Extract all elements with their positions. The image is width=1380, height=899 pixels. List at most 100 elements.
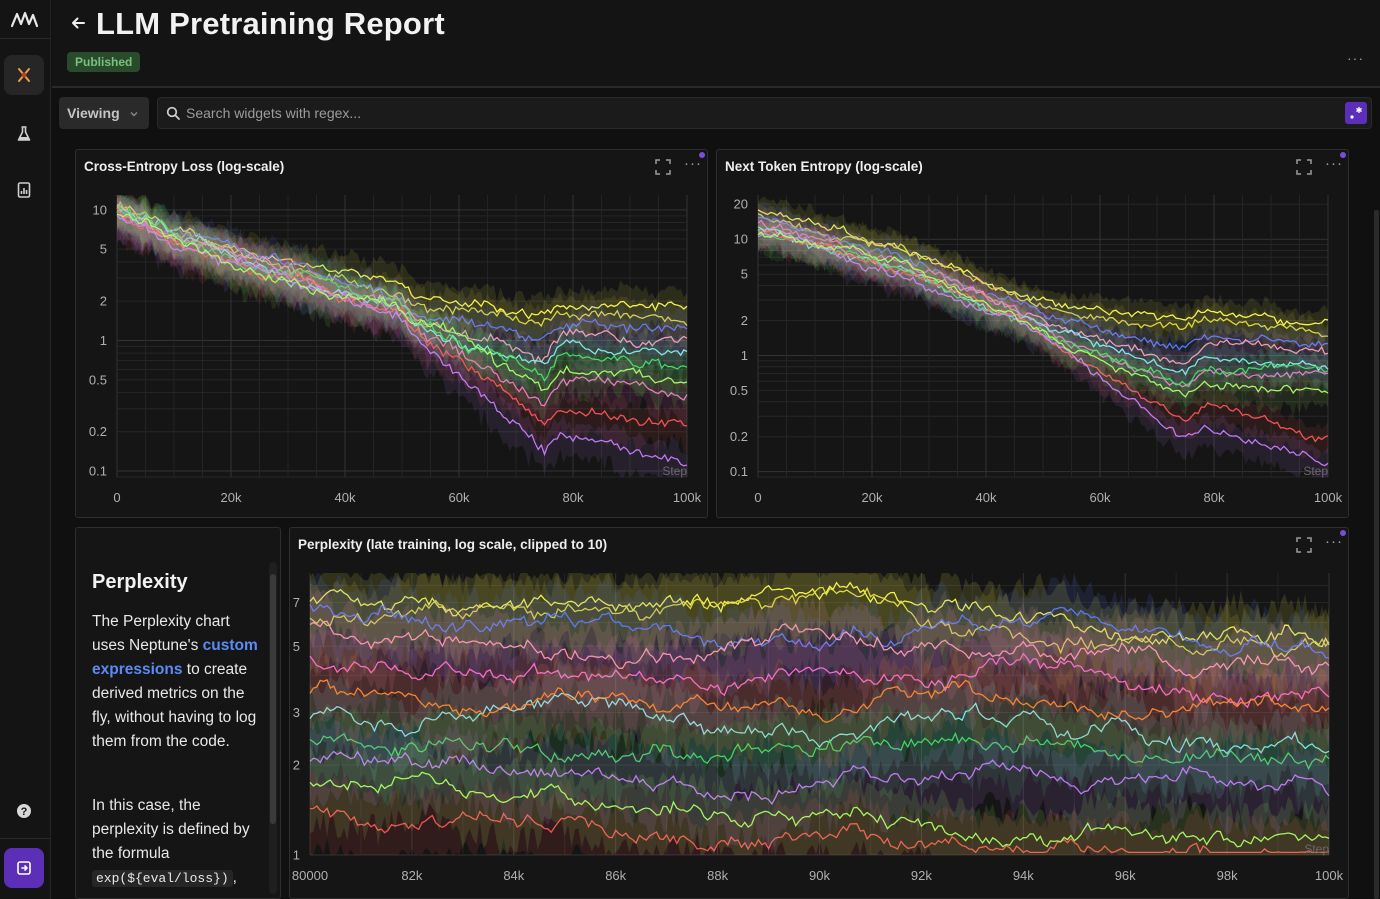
series-band-run-3	[758, 201, 1328, 371]
text-widget-heading: Perplexity	[92, 571, 188, 593]
series-band-run-2	[117, 195, 687, 353]
y-tick-label: 1	[293, 848, 300, 863]
mode-select-label: Viewing	[67, 105, 120, 121]
entropy-chart[interactable]: 20 10 5 2 1 0.5 0.2 0.1 0 20k 40k 60k 80k 100k Step	[717, 150, 1350, 519]
x-tick-label: 80k	[563, 490, 584, 505]
series-line-run-4	[309, 620, 1330, 679]
series-band-run-11	[310, 644, 1329, 770]
x-tick-label: 100k	[1314, 490, 1343, 505]
x-tick-label: 88k	[707, 868, 728, 883]
x-tick-label: 20k	[221, 490, 242, 505]
series-line-run-7	[116, 204, 688, 382]
flask-icon[interactable]	[4, 114, 44, 154]
perplexity-chart[interactable]: 7 5 3 2 1 80000 82k 84k 86k 88k 90k 92k 94k 96k 98k 100…	[290, 528, 1350, 899]
status-badge: Published	[67, 52, 141, 72]
y-tick-label: 0.1	[89, 464, 107, 479]
widget-title: Perplexity (late training, log scale, cl…	[298, 537, 608, 552]
paragraph-text: to create derived metrics on the fly, wi…	[92, 661, 257, 750]
series-line-run-9	[309, 750, 1330, 806]
report-header: LLM Pretraining Report Published ···	[52, 0, 1380, 88]
y-tick-label: 2	[293, 758, 300, 773]
chart-grid	[309, 573, 1330, 856]
loss-chart[interactable]: 10 5 2 1 0.5 0.2 0.1 0 20k 40k 60k 80k 100k Step	[76, 150, 709, 519]
y-tick-label: 20	[734, 197, 748, 212]
series-line-run-1	[757, 209, 1329, 327]
series-band-run-9	[758, 216, 1328, 477]
search-icon	[166, 106, 181, 126]
widget-status-dot	[699, 152, 705, 158]
series-line-run-10	[309, 771, 1330, 848]
widget-search	[157, 97, 1372, 129]
y-tick-label: 10	[93, 202, 107, 217]
series-line-run-2	[757, 213, 1328, 338]
y-tick-label: 0.2	[730, 429, 748, 444]
y-tick-label: 5	[100, 242, 107, 257]
x-tick-label: 92k	[911, 868, 932, 883]
report-icon[interactable]	[4, 170, 44, 210]
header-more-button[interactable]: ···	[1347, 50, 1364, 66]
y-tick-label: 5	[293, 639, 300, 654]
chevron-down-icon	[129, 106, 139, 122]
custom-expressions-link[interactable]: custom expressions	[92, 637, 258, 678]
regex-toggle-icon[interactable]	[1345, 102, 1367, 124]
series-band-run-3	[117, 195, 687, 369]
y-tick-label: 7	[293, 595, 300, 610]
series-line-run-6	[757, 226, 1329, 376]
x-tick-label: 82k	[401, 868, 422, 883]
project-icon[interactable]	[4, 55, 44, 95]
widget-more-button[interactable]: ···	[684, 155, 702, 172]
formula-code: exp(${eval/loss})	[92, 870, 233, 887]
series-line-run-9	[757, 231, 1329, 467]
y-tick-label: 2	[100, 294, 107, 309]
help-icon[interactable]: ?	[4, 791, 44, 831]
x-tick-label: 0	[754, 490, 761, 505]
y-tick-label: 0.1	[730, 464, 748, 479]
loss-chart-widget: Cross-Entropy Loss (log-scale) ··· 10 5 2 1…	[75, 149, 708, 518]
y-tick-label: 3	[293, 705, 300, 720]
x-tick-label: 100k	[1315, 868, 1344, 883]
series-band-run-5	[310, 619, 1329, 760]
page-title: LLM Pretraining Report	[96, 6, 445, 41]
search-input[interactable]	[186, 98, 1326, 128]
text-widget-paragraph: The Perplexity chart uses Neptune's cust…	[92, 610, 262, 754]
invite-icon[interactable]	[4, 848, 44, 888]
widget-more-button[interactable]: ···	[1325, 533, 1343, 550]
x-tick-label: 40k	[976, 490, 997, 505]
x-tick-label: 100k	[673, 490, 702, 505]
back-arrow-icon[interactable]	[68, 12, 88, 32]
perplexity-text-widget: Perplexity The Perplexity chart uses Nep…	[75, 527, 281, 899]
series-line-run-7	[309, 731, 1330, 771]
page-scrollbar[interactable]	[1374, 210, 1379, 899]
mode-select[interactable]: Viewing	[59, 97, 149, 129]
perplexity-chart-widget: Perplexity (late training, log scale, cl…	[289, 527, 1349, 899]
widget-status-dot	[1340, 530, 1346, 536]
series-band-run-6	[758, 213, 1328, 395]
expand-icon[interactable]	[654, 158, 672, 176]
series-line-run-3	[757, 216, 1329, 351]
neptune-logo-icon[interactable]	[10, 8, 40, 32]
series-line-run-9	[116, 214, 688, 467]
series-line-run-1	[309, 581, 1330, 648]
y-tick-label: 10	[734, 232, 748, 247]
x-tick-label: 98k	[1217, 868, 1238, 883]
text-scrollbar[interactable]	[269, 562, 277, 894]
paragraph-text: ,	[232, 869, 237, 886]
series-band-run-10	[117, 197, 687, 420]
y-tick-label: 0.2	[89, 424, 107, 439]
series-band-run-1	[758, 196, 1328, 347]
widget-more-button[interactable]: ···	[1325, 155, 1343, 172]
x-tick-label: 86k	[605, 868, 626, 883]
x-tick-label: 0	[113, 490, 120, 505]
x-tick-label: 60k	[449, 490, 470, 505]
series-line-run-5	[309, 652, 1330, 709]
expand-icon[interactable]	[1295, 536, 1313, 554]
scrollbar-thumb[interactable]	[270, 574, 276, 824]
series-line-run-4	[757, 225, 1329, 365]
series-band-run-8	[117, 195, 687, 454]
expand-icon[interactable]	[1295, 158, 1313, 176]
series-line-run-6	[309, 692, 1330, 755]
series-band-run-4	[310, 588, 1329, 732]
paragraph-text: In this case, the perplexity is defined …	[92, 797, 250, 862]
series-line-run-3	[309, 603, 1330, 659]
x-axis-label: Step	[1303, 464, 1328, 478]
